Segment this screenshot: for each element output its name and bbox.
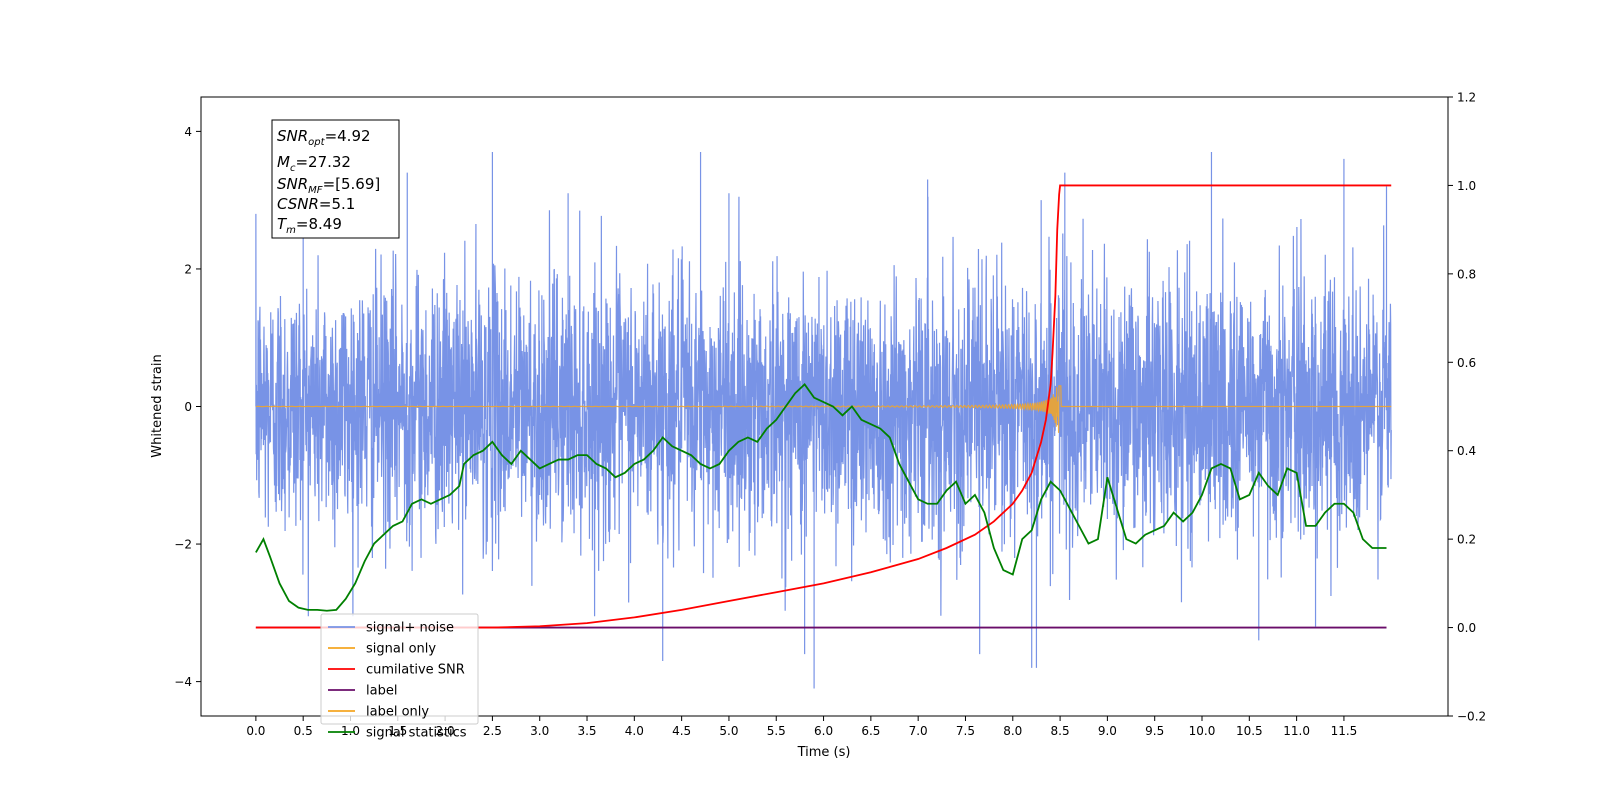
- legend-entry: signal+ noise: [366, 621, 454, 636]
- x-tick-label: 7.5: [956, 724, 975, 738]
- y-right-tick-label: 1.2: [1457, 91, 1476, 105]
- y-left-tick-label: −4: [174, 675, 192, 689]
- annotation-snr-mf: SNRMF=[5.69]: [277, 175, 380, 196]
- y-axis-right-ticks: 1.2 1.0 0.8 0.6 0.4 0.2 0.0 −0.2: [1448, 91, 1486, 724]
- y-left-tick-label: 4: [184, 125, 192, 139]
- x-axis-label: Time (s): [797, 745, 851, 760]
- annotation-tm: Tm=8.49: [277, 215, 342, 236]
- x-tick-label: 4.5: [672, 724, 691, 738]
- x-tick-label: 0.0: [246, 724, 265, 738]
- x-tick-label: 6.0: [814, 724, 833, 738]
- x-tick-label: 1.5: [388, 724, 407, 738]
- series-cumulative-snr: [255, 184, 1392, 629]
- x-tick-label: 10.0: [1189, 724, 1216, 738]
- y-right-tick-label: −0.2: [1457, 710, 1486, 724]
- x-tick-label: 5.0: [719, 724, 738, 738]
- x-tick-label: 1.0: [341, 724, 360, 738]
- y-right-tick-label: 0.0: [1457, 621, 1476, 635]
- x-tick-label: 8.0: [1003, 724, 1022, 738]
- y-axis-label: Whitened strain: [150, 354, 165, 457]
- legend: signal+ noise signal only cumilative SNR la…: [320, 613, 479, 741]
- series-signal-statistics: [255, 383, 1387, 612]
- annotation-mc: Mc=27.32: [277, 153, 351, 174]
- series-signal-noise: [255, 152, 1392, 689]
- y-axis-left-ticks: 4 2 0 −2 −4: [174, 125, 201, 689]
- legend-entry: label only: [366, 705, 429, 720]
- legend-entry: label: [366, 684, 397, 699]
- y-right-tick-label: 0.8: [1457, 267, 1476, 281]
- plot-area: [255, 152, 1392, 689]
- legend-entry: signal only: [366, 642, 436, 657]
- x-tick-label: 3.0: [530, 724, 549, 738]
- x-axis-ticks: 0.0 0.5 1.0 1.5 2.0 2.5 3.0 3.5 4.0 4.5 5.0 5.5 6.0 6…: [246, 716, 1357, 738]
- annotation-csnr: CSNR=5.1: [277, 195, 355, 213]
- legend-entry: cumilative SNR: [366, 663, 465, 678]
- y-right-tick-label: 0.4: [1457, 444, 1476, 458]
- x-tick-label: 5.5: [767, 724, 786, 738]
- x-tick-label: 3.5: [577, 724, 596, 738]
- series-signal-only: [255, 385, 1392, 433]
- x-tick-label: 9.5: [1145, 724, 1164, 738]
- x-tick-label: 10.5: [1236, 724, 1263, 738]
- y-right-tick-label: 0.2: [1457, 533, 1476, 547]
- y-left-tick-label: 2: [184, 262, 192, 276]
- y-left-tick-label: −2: [174, 538, 192, 552]
- legend-entry: signal statistics: [366, 726, 467, 741]
- metrics-annotation-box: SNRopt=4.92 Mc=27.32 SNRMF=[5.69] CSNR=5…: [271, 119, 400, 239]
- x-tick-label: 11.5: [1331, 724, 1358, 738]
- x-tick-label: 2.5: [483, 724, 502, 738]
- x-tick-label: 0.5: [294, 724, 313, 738]
- y-right-tick-label: 0.6: [1457, 356, 1476, 370]
- y-left-tick-label: 0: [184, 400, 192, 414]
- y-right-tick-label: 1.0: [1457, 179, 1476, 193]
- x-tick-label: 8.5: [1051, 724, 1070, 738]
- x-tick-label: 9.0: [1098, 724, 1117, 738]
- x-tick-label: 11.0: [1283, 724, 1310, 738]
- annotation-snr-opt: SNRopt=4.92: [277, 127, 371, 148]
- x-tick-label: 4.0: [625, 724, 644, 738]
- x-tick-label: 6.5: [861, 724, 880, 738]
- x-tick-label: 7.0: [909, 724, 928, 738]
- x-tick-label: 2.0: [436, 724, 455, 738]
